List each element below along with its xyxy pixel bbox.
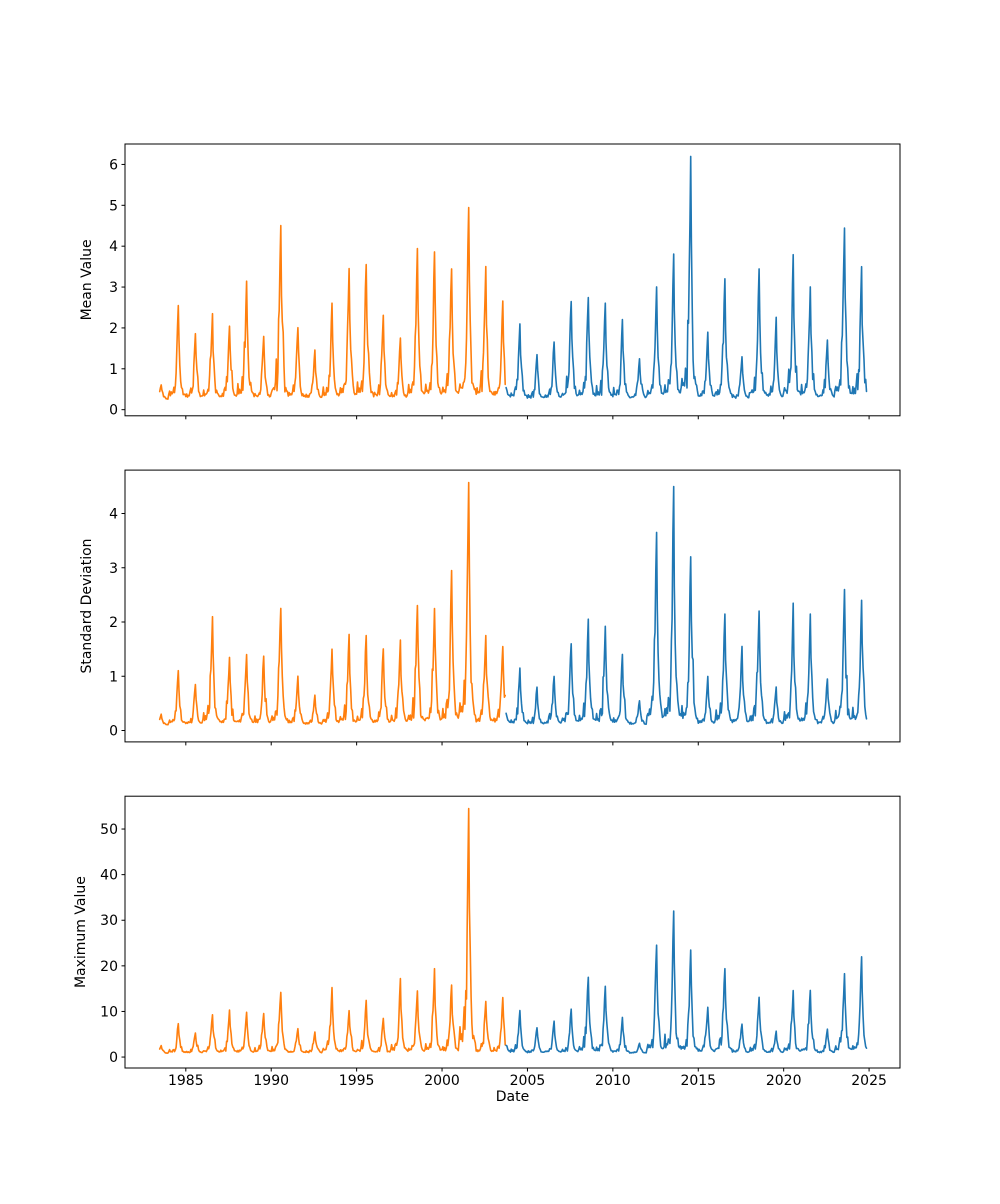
axes-frame-maximum-value	[124, 795, 901, 1069]
x-tick-label: 1985	[168, 1073, 204, 1089]
y-axis-title-maximum-value: Maximum Value	[73, 876, 89, 988]
axes-frame-mean-value	[124, 143, 901, 417]
axes-frame-standard-deviation	[124, 469, 901, 743]
y-tick-label-standard-deviation: 3	[109, 561, 118, 577]
y-tick-label-mean-value: 3	[109, 280, 118, 296]
y-tick-label-standard-deviation: 2	[109, 615, 118, 631]
y-tick-label-maximum-value: 10	[100, 1004, 118, 1020]
x-tick-label: 2000	[424, 1073, 460, 1089]
y-tick-label-maximum-value: 40	[100, 868, 118, 884]
y-tick-label-maximum-value: 50	[100, 822, 118, 838]
x-tick-label: 2025	[851, 1073, 887, 1089]
y-tick-label-mean-value: 0	[109, 403, 118, 419]
y-axis-title-mean-value: Mean Value	[79, 239, 95, 320]
series-line-segment-1983-2003-mean-value	[158, 206, 506, 400]
y-tick-label-mean-value: 1	[109, 362, 118, 378]
x-tick-label: 2005	[510, 1073, 546, 1089]
y-axis-title-standard-deviation: Standard Deviation	[79, 538, 95, 673]
y-tick-label-standard-deviation: 4	[109, 507, 118, 523]
series-line-segment-1983-2003-maximum-value	[158, 807, 506, 1054]
x-tick-label: 2010	[595, 1073, 631, 1089]
y-tick-label-maximum-value: 20	[100, 959, 118, 975]
series-line-segment-2003-2024-standard-deviation	[505, 485, 868, 725]
y-tick-label-mean-value: 4	[109, 239, 118, 255]
y-tick-label-standard-deviation: 0	[109, 724, 118, 740]
x-tick-label: 1990	[253, 1073, 289, 1089]
series-line-segment-1983-2003-standard-deviation	[158, 481, 506, 726]
series-line-segment-2003-2024-maximum-value	[505, 910, 868, 1054]
x-tick-label: 2020	[766, 1073, 802, 1089]
series-line-segment-2003-2024-mean-value	[505, 155, 868, 399]
x-axis-title: Date	[496, 1089, 529, 1105]
y-tick-label-standard-deviation: 1	[109, 669, 118, 685]
y-tick-label-mean-value: 6	[109, 157, 118, 173]
x-tick-label: 1995	[339, 1073, 375, 1089]
y-tick-label-mean-value: 5	[109, 198, 118, 214]
x-tick-label: 2015	[680, 1073, 716, 1089]
y-tick-label-maximum-value: 0	[109, 1050, 118, 1066]
y-tick-label-maximum-value: 30	[100, 913, 118, 929]
y-tick-label-mean-value: 2	[109, 321, 118, 337]
